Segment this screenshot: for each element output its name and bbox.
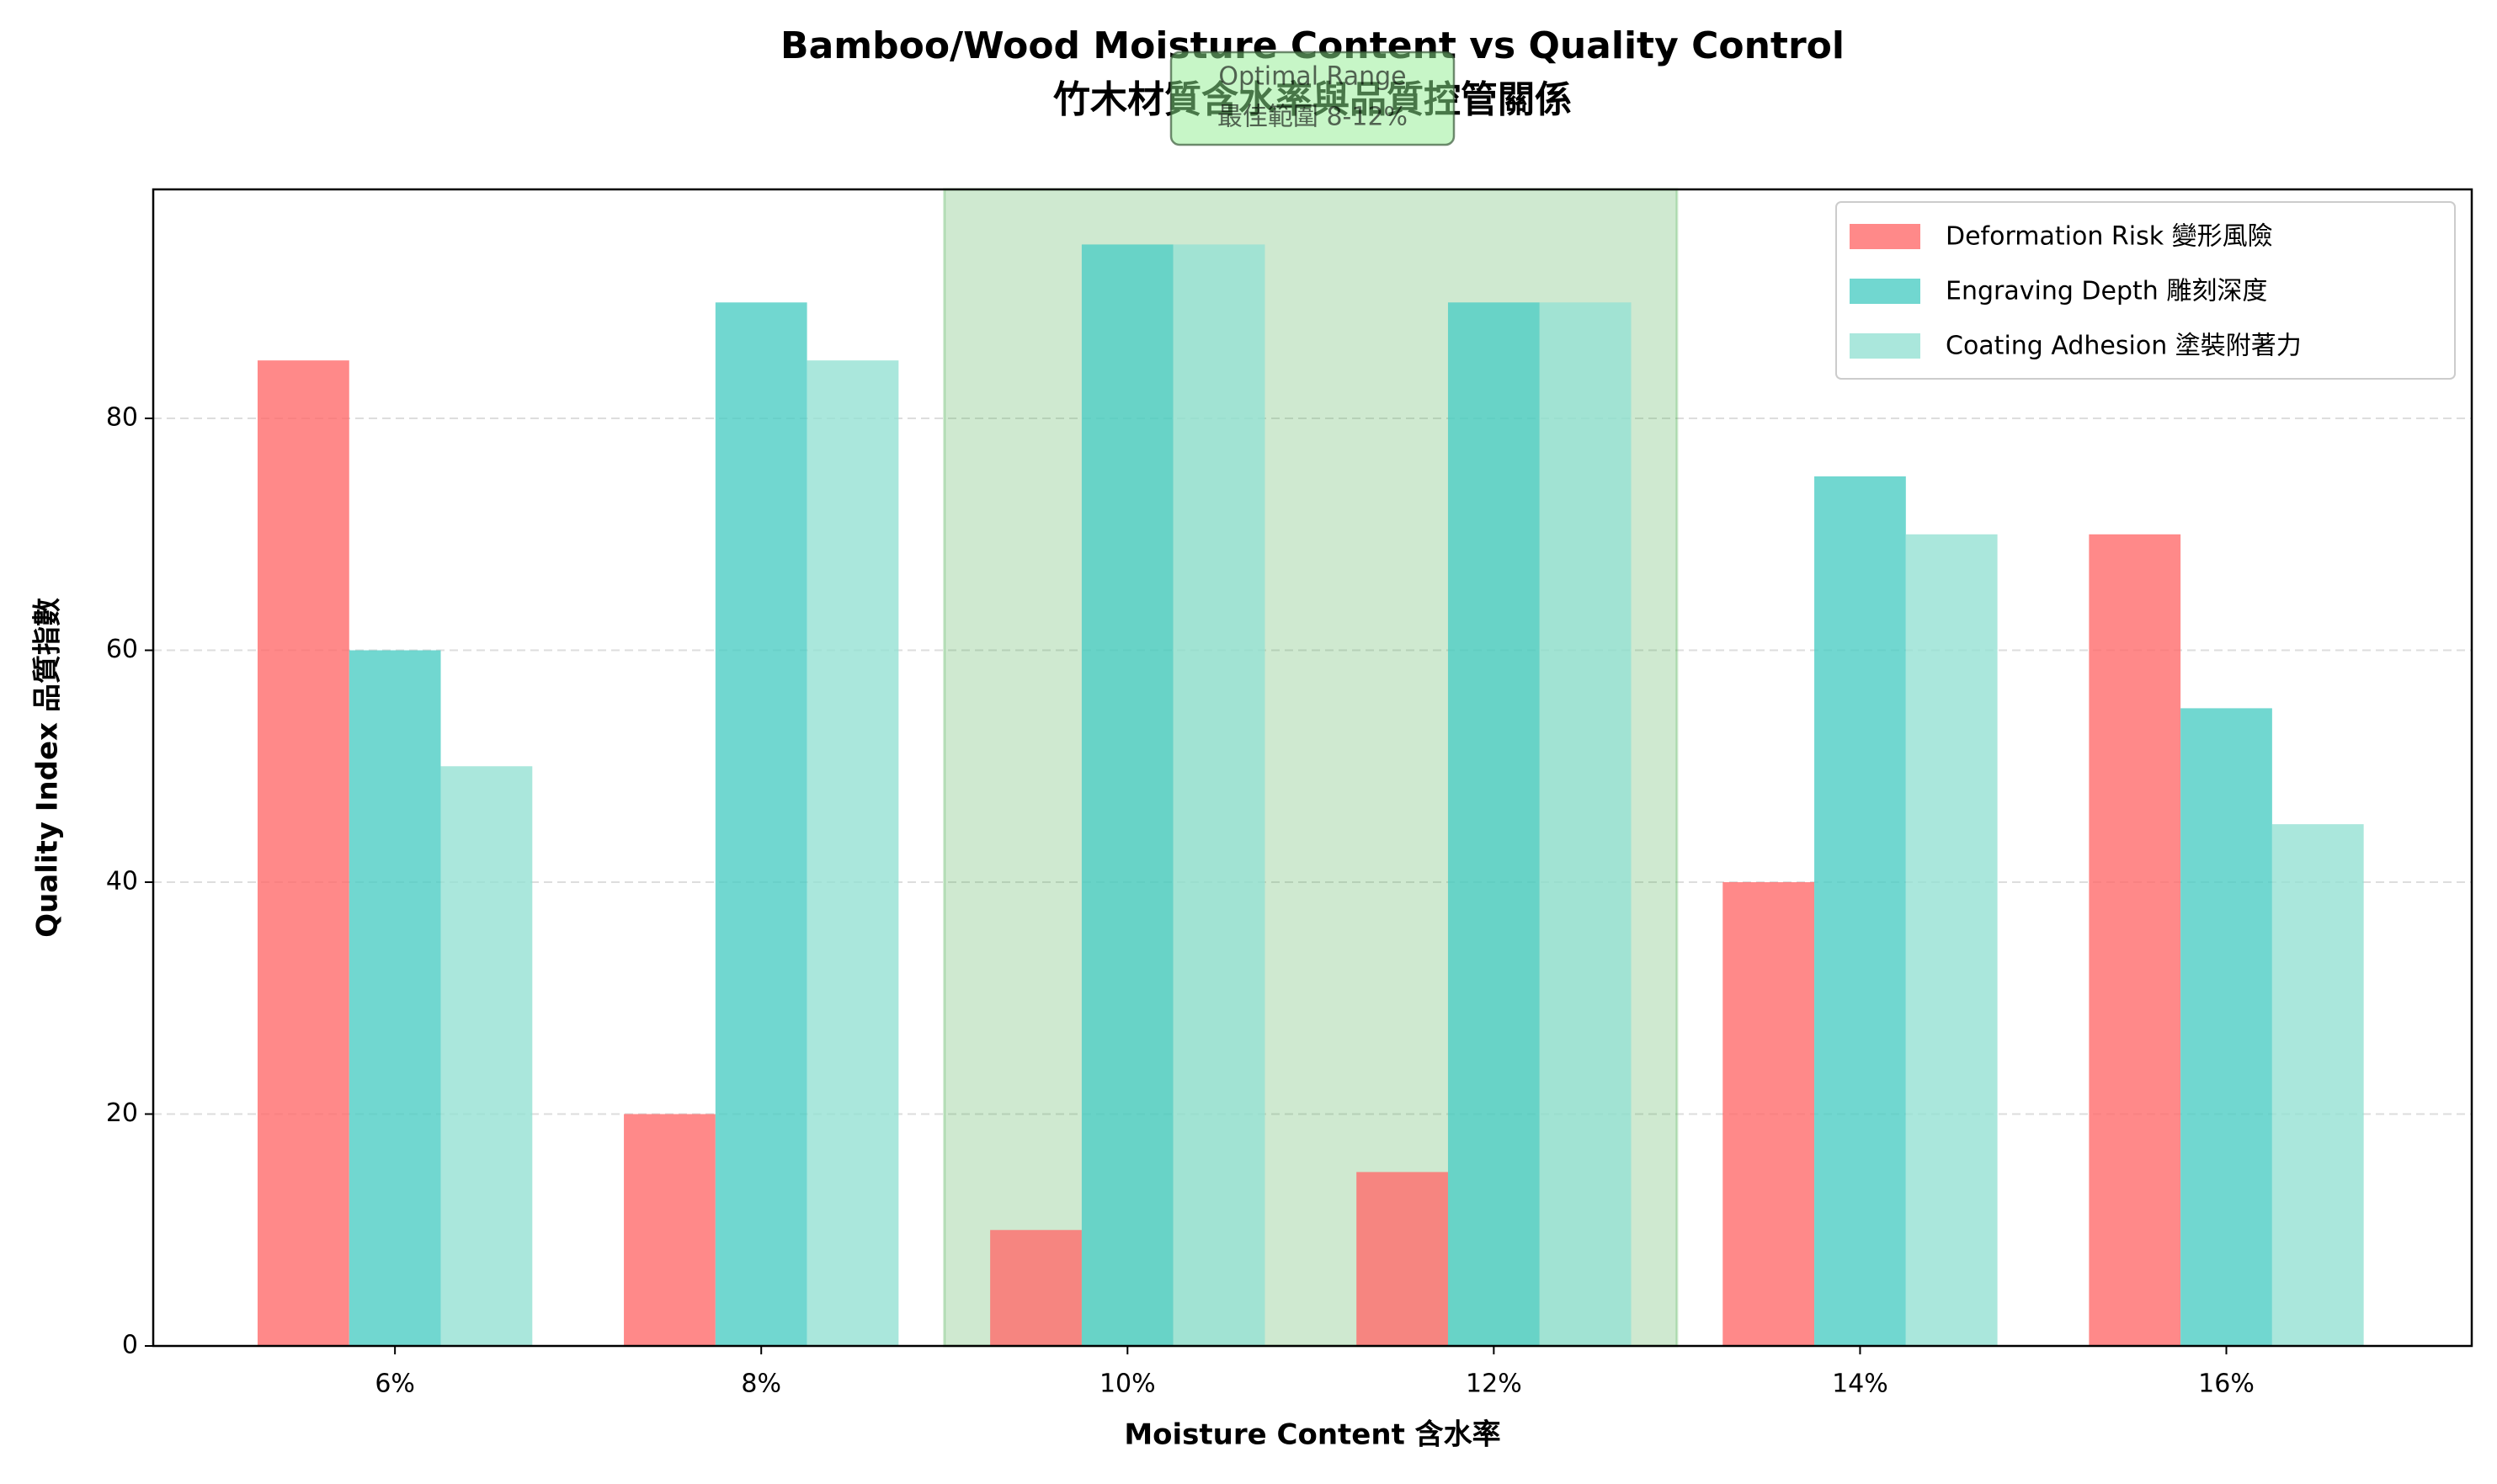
annotation-text: 最佳範圍 8-12% [1217,103,1408,132]
y-axis-label: Quality Index 品質指數 [31,598,65,938]
legend-label: Coating Adhesion 塗裝附著力 [1946,332,2302,361]
legend-swatch [1850,333,1920,359]
bar [2180,708,2272,1346]
y-tick-label: 0 [122,1331,138,1360]
legend-box [1835,201,2456,380]
legend-label: Engraving Depth 雕刻深度 [1946,277,2267,306]
x-tick-label: 8% [741,1370,781,1399]
bar [1905,534,1998,1346]
bar [2089,534,2181,1346]
bar [1081,244,1174,1346]
bar [1814,476,1906,1347]
bar [2271,824,2364,1346]
x-tick-label: 12% [1466,1370,1522,1399]
x-tick-label: 16% [2198,1370,2255,1399]
annotation-box [1169,51,1456,146]
bar [1356,1172,1448,1346]
y-tick-label: 60 [106,635,138,664]
bar [1173,244,1265,1346]
bar [990,1230,1082,1346]
bar [715,302,807,1346]
bar [349,650,441,1346]
legend-swatch [1850,224,1920,249]
x-tick-label: 6% [375,1370,415,1399]
y-tick-label: 80 [106,403,138,433]
annotation-text: Optimal Range [1218,62,1406,92]
x-tick-label: 14% [1832,1370,1888,1399]
bar [1447,302,1540,1346]
bar [1539,302,1632,1346]
bar [807,360,899,1346]
plot-area [153,188,2472,1348]
bar [440,766,533,1346]
x-axis-label: Moisture Content 含水率 [1124,1418,1500,1452]
axes-frame [152,188,2473,1348]
y-tick-label: 20 [106,1098,138,1128]
bar [1722,882,1815,1346]
y-tick-label: 40 [106,867,138,896]
bar [257,360,349,1346]
bar [624,1114,716,1346]
legend-label: Deformation Risk 變形風險 [1946,222,2273,252]
x-tick-label: 10% [1099,1370,1156,1399]
legend-swatch [1850,279,1920,304]
